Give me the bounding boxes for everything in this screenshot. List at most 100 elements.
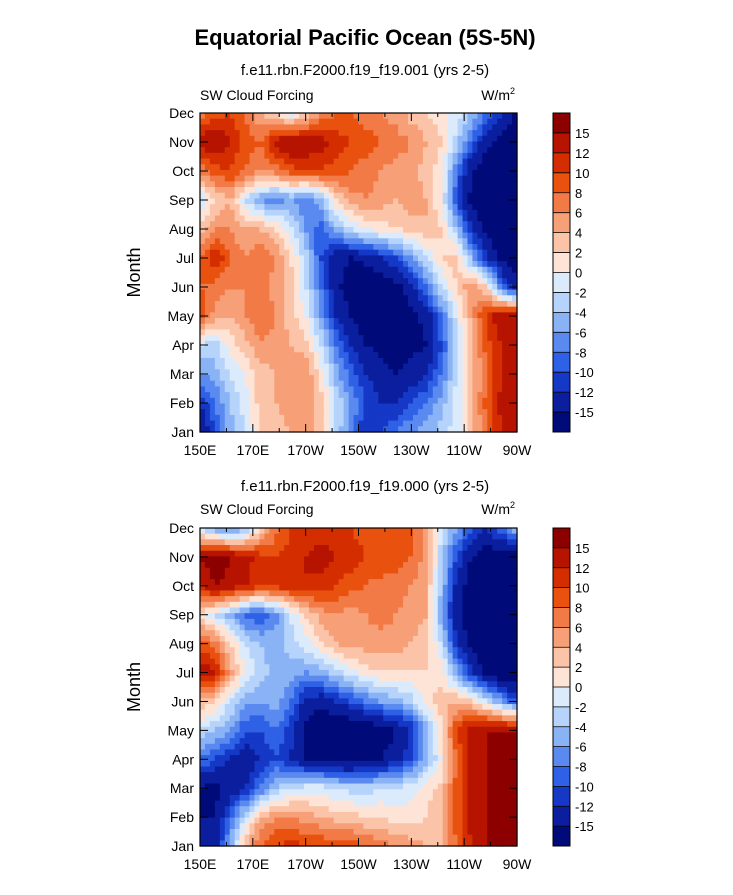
heatmap-cell (334, 421, 340, 427)
heatmap-cell (200, 613, 206, 619)
heatmap-cell (482, 335, 488, 341)
heatmap-cell (269, 608, 275, 614)
heatmap-cell (245, 415, 251, 421)
heatmap-cell (269, 341, 275, 347)
heatmap-cell (334, 278, 340, 284)
heatmap-cell (492, 613, 498, 619)
heatmap-cell (458, 170, 464, 176)
heatmap-cell (408, 181, 414, 187)
heatmap-cell (309, 369, 315, 375)
heatmap-cell (373, 534, 379, 540)
heatmap-cell (453, 375, 459, 381)
heatmap-cell (294, 273, 300, 279)
heatmap-cell (334, 347, 340, 353)
heatmap-cell (443, 636, 449, 642)
heatmap-cell (269, 324, 275, 330)
heatmap-cell (492, 539, 498, 545)
heatmap-cell (314, 335, 320, 341)
heatmap-cell (205, 590, 211, 596)
heatmap-cell (472, 585, 478, 591)
heatmap-cell (304, 204, 310, 210)
heatmap-cell (269, 170, 275, 176)
heatmap-cell (339, 341, 345, 347)
heatmap-cell (304, 159, 310, 165)
heatmap-cell (433, 221, 439, 227)
heatmap-cell (200, 238, 206, 244)
heatmap-cell (245, 386, 251, 392)
x-tick-label: 170E (236, 442, 269, 458)
heatmap-cell (463, 619, 469, 625)
heatmap-cell (463, 341, 469, 347)
heatmap-cell (368, 324, 374, 330)
heatmap-cell (269, 619, 275, 625)
heatmap-cell (344, 409, 350, 415)
heatmap-cell (463, 556, 469, 562)
heatmap-cell (205, 562, 211, 568)
heatmap-cell (497, 528, 503, 534)
heatmap-cell (289, 141, 295, 147)
heatmap-cell (448, 625, 454, 631)
heatmap-cell (378, 613, 384, 619)
heatmap-cell (225, 364, 231, 370)
heatmap-cell (477, 267, 483, 273)
heatmap-cell (245, 636, 251, 642)
heatmap-cell (487, 141, 493, 147)
heatmap-cell (423, 187, 429, 193)
heatmap-cell (443, 141, 449, 147)
heatmap-cell (215, 642, 221, 648)
heatmap-cell (259, 136, 265, 142)
heatmap-cell (354, 341, 360, 347)
heatmap-cell (453, 273, 459, 279)
heatmap-cell (254, 341, 260, 347)
heatmap-cell (477, 136, 483, 142)
heatmap-cell (507, 159, 513, 165)
heatmap-cell (344, 369, 350, 375)
heatmap-cell (339, 210, 345, 216)
heatmap-cell (324, 221, 330, 227)
heatmap-cell (418, 602, 424, 608)
heatmap-cell (448, 608, 454, 614)
heatmap-cell (428, 295, 434, 301)
heatmap-cell (438, 381, 444, 387)
heatmap-cell (393, 130, 399, 136)
heatmap-cell (448, 421, 454, 427)
heatmap-cell (502, 130, 508, 136)
heatmap-cell (245, 193, 251, 199)
heatmap-cell (453, 421, 459, 427)
heatmap-cell (205, 267, 211, 273)
heatmap-cell (264, 585, 270, 591)
heatmap-cell (482, 409, 488, 415)
heatmap-cell (250, 176, 256, 182)
heatmap-cell (398, 261, 404, 267)
heatmap-cell (324, 176, 330, 182)
heatmap-cell (354, 636, 360, 642)
heatmap-cell (294, 590, 300, 596)
heatmap-cell (344, 238, 350, 244)
heatmap-cell (373, 335, 379, 341)
heatmap-cell (378, 375, 384, 381)
heatmap-cell (240, 585, 246, 591)
heatmap-cell (428, 301, 434, 307)
heatmap-cell (205, 579, 211, 585)
heatmap-cell (472, 579, 478, 585)
heatmap-cell (477, 602, 483, 608)
heatmap-cell (284, 233, 290, 239)
heatmap-cell (319, 278, 325, 284)
heatmap-cell (230, 590, 236, 596)
heatmap-cell (309, 312, 315, 318)
heatmap-cell (448, 290, 454, 296)
heatmap-cell (443, 602, 449, 608)
heatmap-cell (240, 573, 246, 579)
heatmap-cell (319, 290, 325, 296)
heatmap-cell (359, 147, 365, 153)
heatmap-cell (339, 602, 345, 608)
heatmap-cell (215, 335, 221, 341)
heatmap-cell (453, 347, 459, 353)
heatmap-cell (438, 187, 444, 193)
heatmap-cell (477, 130, 483, 136)
heatmap-cell (492, 295, 498, 301)
heatmap-cell (438, 278, 444, 284)
heatmap-cell (284, 608, 290, 614)
heatmap-cell (240, 358, 246, 364)
heatmap-cell (334, 545, 340, 551)
